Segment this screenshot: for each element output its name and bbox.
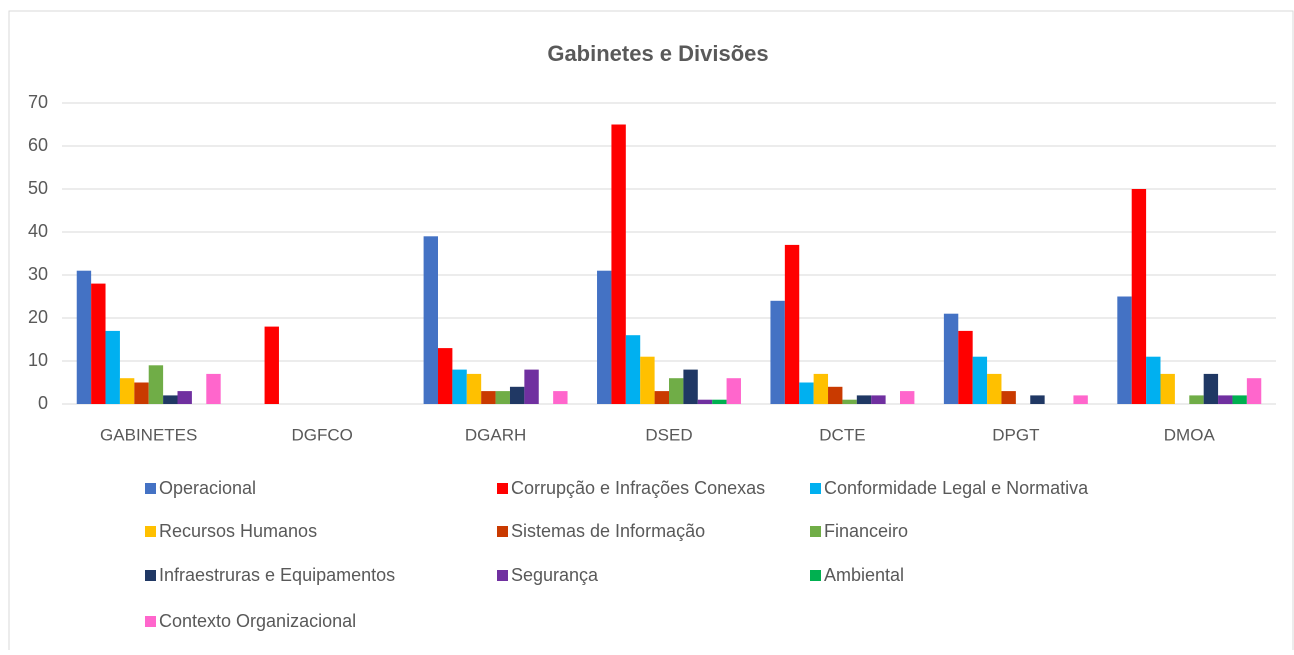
bar [466, 373, 482, 404]
bar [177, 391, 192, 404]
bar [1073, 395, 1088, 404]
legend-swatch [145, 570, 156, 581]
x-tick-label: DCTE [819, 425, 865, 444]
bar [1146, 356, 1161, 404]
bar [76, 270, 92, 404]
bar [856, 395, 872, 404]
bar [813, 373, 829, 404]
bar [1160, 373, 1175, 404]
bar [509, 386, 525, 404]
bar [842, 399, 857, 404]
bar [597, 270, 612, 404]
bar [958, 330, 973, 404]
legend-swatch [145, 616, 156, 627]
bar [452, 369, 467, 404]
legend-label: Recursos Humanos [159, 521, 317, 541]
legend-swatch [497, 526, 508, 537]
legend-swatch [497, 570, 508, 581]
bar [1030, 395, 1045, 404]
bar [553, 391, 568, 404]
bar [871, 395, 886, 404]
bar [148, 365, 164, 404]
legend-label: Operacional [159, 478, 256, 498]
y-tick-label: 70 [28, 92, 48, 112]
bar [972, 356, 988, 404]
bar [163, 395, 178, 404]
bar [495, 391, 510, 404]
legend-label: Financeiro [824, 521, 908, 541]
bar [437, 348, 453, 404]
bar [119, 378, 135, 404]
bar [1189, 395, 1204, 404]
legend-swatch [145, 483, 156, 494]
bar [784, 244, 800, 404]
legend-label: Conformidade Legal e Normativa [824, 478, 1089, 498]
bar [134, 382, 149, 404]
legend-label: Segurança [511, 565, 599, 585]
x-tick-label: DGFCO [291, 425, 352, 444]
bar [712, 399, 727, 404]
bar [1232, 395, 1247, 404]
x-tick-label: DMOA [1164, 425, 1216, 444]
legend-swatch [810, 483, 821, 494]
bar [524, 369, 539, 404]
bar [987, 373, 1002, 404]
bar [654, 391, 669, 404]
chart-border [8, 10, 1294, 655]
bar [611, 124, 626, 404]
bar [943, 313, 959, 404]
y-tick-label: 20 [28, 307, 48, 327]
bar [1203, 373, 1219, 404]
bar [206, 373, 221, 404]
bar [669, 378, 684, 404]
y-tick-label: 0 [38, 393, 48, 413]
bar [640, 356, 655, 404]
x-tick-label: GABINETES [100, 425, 197, 444]
bar [423, 236, 438, 404]
bar [264, 326, 279, 404]
bar [91, 283, 106, 404]
legend-label: Ambiental [824, 565, 904, 585]
legend-swatch [810, 570, 821, 581]
legend-label: Sistemas de Informação [511, 521, 705, 541]
y-tick-label: 10 [28, 350, 48, 370]
bar [799, 382, 814, 404]
bar [1131, 189, 1147, 404]
y-tick-label: 30 [28, 264, 48, 284]
bar [1117, 296, 1132, 404]
legend-label: Corrupção e Infrações Conexas [511, 478, 765, 498]
legend-swatch [145, 526, 156, 537]
bar [900, 391, 915, 404]
legend-swatch [810, 526, 821, 537]
y-tick-label: 60 [28, 135, 48, 155]
legend-label: Contexto Organizacional [159, 611, 356, 631]
bar [105, 330, 120, 404]
bar [697, 399, 713, 404]
bar [1218, 395, 1233, 404]
y-tick-label: 50 [28, 178, 48, 198]
bar [770, 300, 785, 404]
bar [1246, 378, 1262, 404]
y-tick-label: 40 [28, 221, 48, 241]
bar [828, 386, 843, 404]
legend-label: Infraestruras e Equipamentos [159, 565, 395, 585]
x-tick-label: DPGT [992, 425, 1039, 444]
bar [683, 369, 698, 404]
bar [481, 391, 496, 404]
chart-title: Gabinetes e Divisões [547, 41, 768, 66]
legend-swatch [497, 483, 508, 494]
bar [726, 378, 741, 404]
x-tick-label: DSED [645, 425, 692, 444]
x-tick-label: DGARH [465, 425, 526, 444]
bar [625, 335, 641, 404]
bar [1001, 391, 1016, 404]
